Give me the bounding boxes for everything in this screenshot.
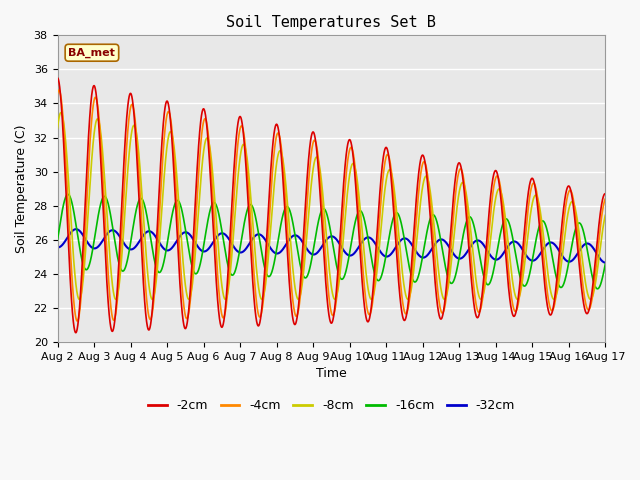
- Title: Soil Temperatures Set B: Soil Temperatures Set B: [227, 15, 436, 30]
- Legend: -2cm, -4cm, -8cm, -16cm, -32cm: -2cm, -4cm, -8cm, -16cm, -32cm: [143, 394, 520, 417]
- X-axis label: Time: Time: [316, 367, 347, 380]
- Text: BA_met: BA_met: [68, 48, 115, 58]
- Y-axis label: Soil Temperature (C): Soil Temperature (C): [15, 124, 28, 253]
